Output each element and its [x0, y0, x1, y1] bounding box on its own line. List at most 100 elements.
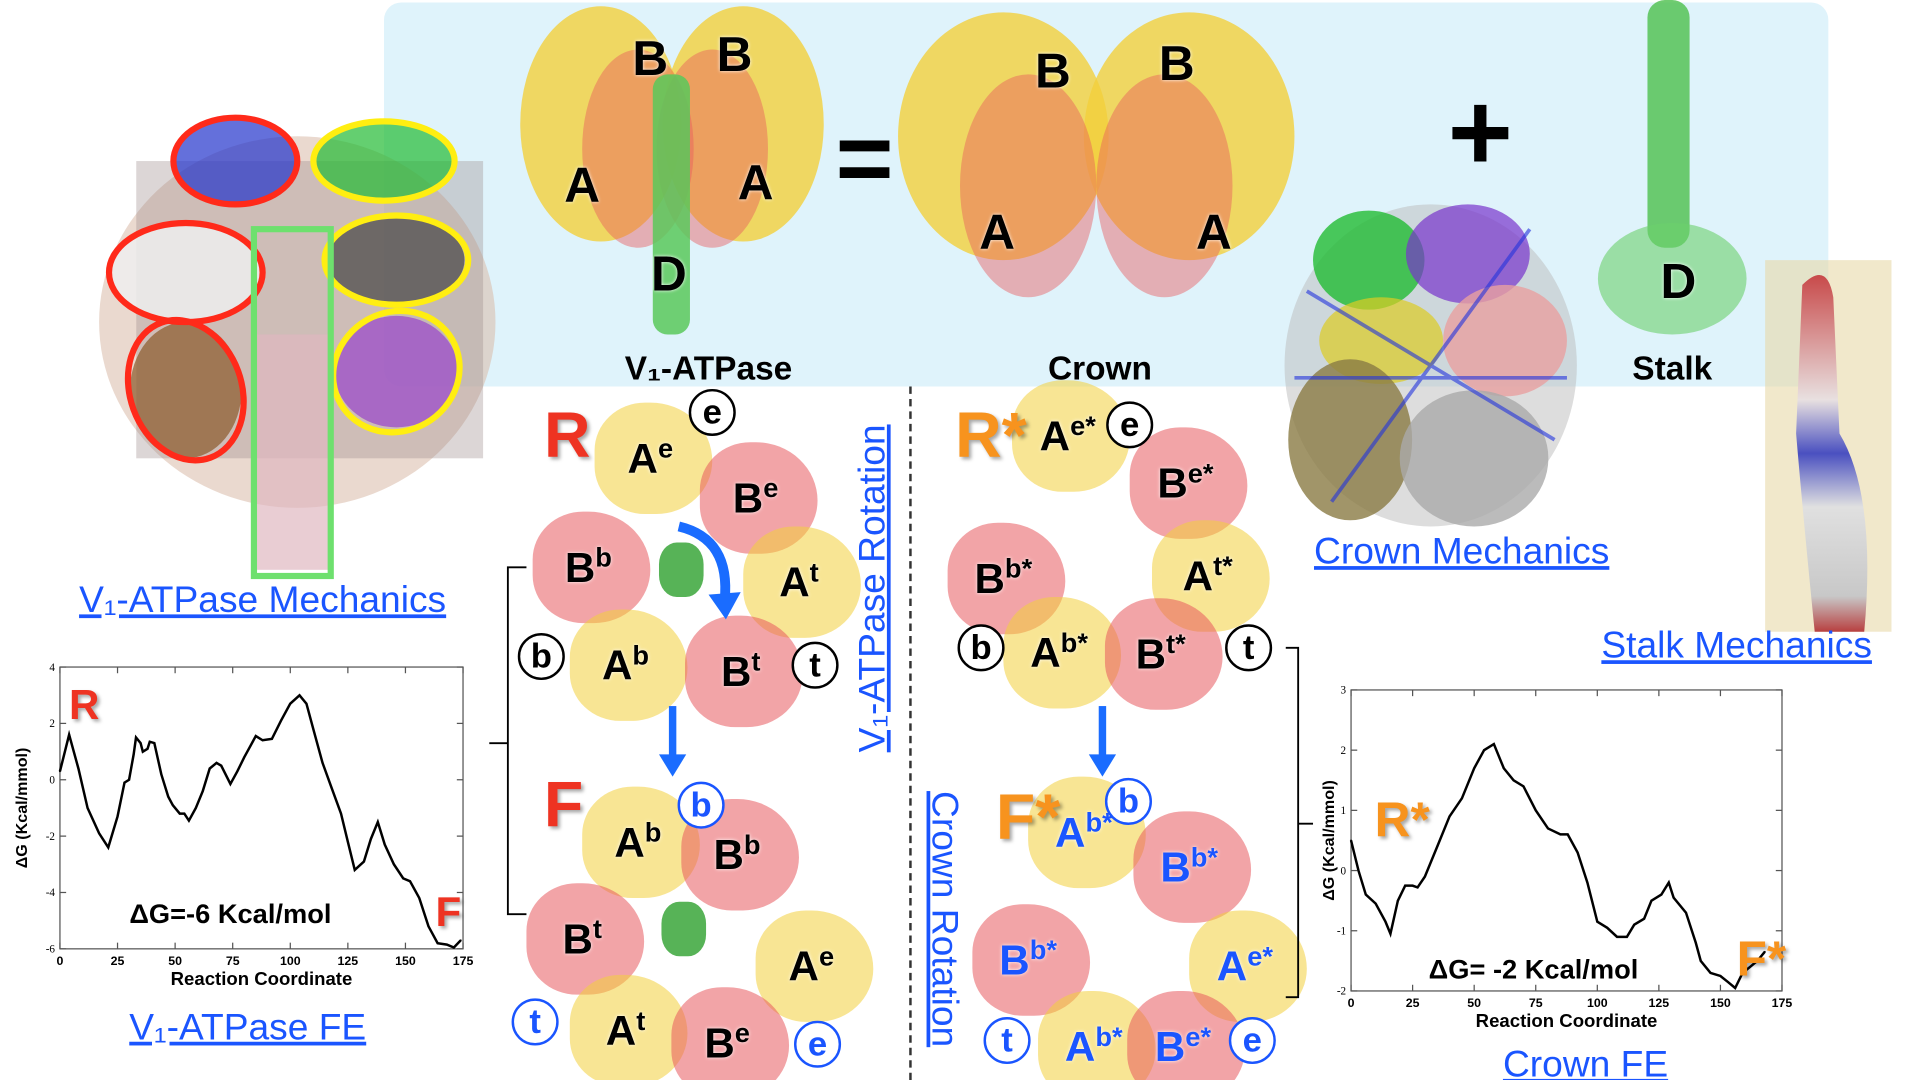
subunit-name: B — [974, 555, 1005, 603]
subunit-state: b* — [1029, 934, 1057, 966]
subunit-label: Ab* — [1065, 1021, 1123, 1072]
subunit-state: e* — [1185, 1021, 1212, 1053]
subunit-label: A — [564, 157, 601, 213]
subunit-state: b — [595, 541, 612, 573]
data-point — [128, 778, 131, 781]
subunit-label: B — [1035, 43, 1071, 99]
x-tick-label: 150 — [1710, 996, 1731, 1010]
v1-fe-link[interactable]: V₁-ATPase FE — [129, 1007, 367, 1048]
x-tick-label: 100 — [280, 954, 301, 968]
subunit-label: Bt* — [1136, 628, 1186, 679]
data-point — [362, 860, 365, 863]
red-ellipse-annotation — [124, 316, 247, 464]
y-tick-label: 3 — [1341, 685, 1347, 697]
subunit-name: A — [627, 435, 658, 483]
data-point — [1734, 986, 1737, 989]
stalk-surface-image — [1765, 260, 1892, 632]
subunit-label: At — [779, 557, 819, 608]
data-point — [1643, 917, 1646, 920]
data-point — [1416, 886, 1419, 889]
stalk-mechanics-link[interactable]: Stalk Mechanics — [1601, 625, 1872, 667]
data-point — [392, 863, 395, 866]
v1-mechanics-link[interactable]: V₁-ATPase Mechanics — [79, 579, 447, 621]
x-tick-label: 0 — [1348, 996, 1355, 1010]
data-point — [229, 782, 232, 785]
data-point — [116, 815, 119, 818]
state-label: R — [544, 400, 591, 472]
subunit-label: Ab* — [1055, 807, 1113, 858]
data-point — [383, 843, 386, 846]
chart-start-label: R* — [1374, 793, 1430, 848]
subunit-state: b* — [1060, 627, 1088, 659]
data-point — [270, 737, 273, 740]
plot-frame — [59, 666, 464, 950]
data-point — [346, 840, 349, 843]
site-marker-b: b — [957, 624, 1005, 672]
data-point — [459, 939, 462, 942]
subunit-state: b* — [1190, 841, 1218, 873]
subunit-state: e — [818, 940, 835, 972]
x-tick-label: 75 — [226, 954, 240, 968]
data-point — [1672, 896, 1675, 899]
data-point — [194, 806, 197, 809]
subunit-name: A — [1182, 553, 1214, 601]
data-point — [77, 767, 80, 770]
data-point — [1586, 881, 1589, 884]
subunit-name: A — [1030, 630, 1061, 678]
subunit-name: B — [704, 1020, 735, 1068]
subunit-name: A — [614, 819, 645, 867]
x-tick-label: 125 — [1649, 996, 1670, 1010]
data-point — [1741, 971, 1744, 974]
subunit-name: B — [1157, 460, 1188, 508]
data-point — [215, 761, 218, 764]
red-ellipse-annotation — [170, 114, 301, 208]
site-marker-b: b — [677, 781, 725, 829]
down-arrow-icon — [1098, 706, 1107, 757]
crown-mechanics-link[interactable]: Crown Mechanics — [1313, 531, 1610, 573]
data-point — [1547, 827, 1550, 830]
state-label: R* — [955, 400, 1027, 472]
down-arrow-icon — [668, 706, 677, 757]
y-tick-label: -2 — [46, 831, 55, 843]
subunit-name: B — [713, 831, 744, 880]
site-marker-t: t — [791, 641, 839, 689]
subunit-state: e — [657, 432, 674, 464]
data-point — [1411, 884, 1414, 887]
y-axis-label: ΔG (Kcal/mmol) — [13, 748, 31, 869]
data-point — [280, 719, 283, 722]
data-point — [1625, 935, 1628, 938]
data-point — [1502, 767, 1505, 770]
data-point — [68, 733, 71, 736]
x-axis-label: Reaction Coordinate — [171, 968, 353, 989]
data-point — [418, 897, 421, 900]
data-point — [1596, 920, 1599, 923]
subunit-a-blob — [569, 974, 688, 1080]
site-marker-e: e — [794, 1020, 842, 1068]
crown-fe-link[interactable]: Crown FE — [1502, 1044, 1669, 1080]
data-point — [98, 832, 101, 835]
site-marker-t: t — [511, 998, 559, 1046]
subunit-state: t — [636, 1005, 646, 1036]
data-point — [1534, 809, 1537, 812]
subunit-a-blob — [569, 609, 688, 721]
data-point — [369, 837, 372, 840]
green-rect-annotation — [250, 226, 334, 580]
data-point — [1694, 941, 1697, 944]
data-point — [298, 694, 301, 697]
data-point — [1483, 749, 1486, 752]
data-point — [339, 812, 342, 815]
data-point — [312, 728, 315, 731]
data-point — [1763, 950, 1766, 953]
data-point — [376, 821, 379, 824]
subunit-a-blob — [755, 910, 874, 1022]
x-tick-label: 75 — [1529, 996, 1543, 1010]
data-point — [208, 767, 211, 770]
site-marker-t: t — [983, 1016, 1031, 1065]
x-tick-label: 25 — [1406, 996, 1420, 1010]
right-bracket — [1285, 646, 1314, 999]
data-point — [243, 756, 246, 759]
equals-sign: = — [835, 102, 894, 214]
subunit-b-blob — [1104, 598, 1223, 710]
